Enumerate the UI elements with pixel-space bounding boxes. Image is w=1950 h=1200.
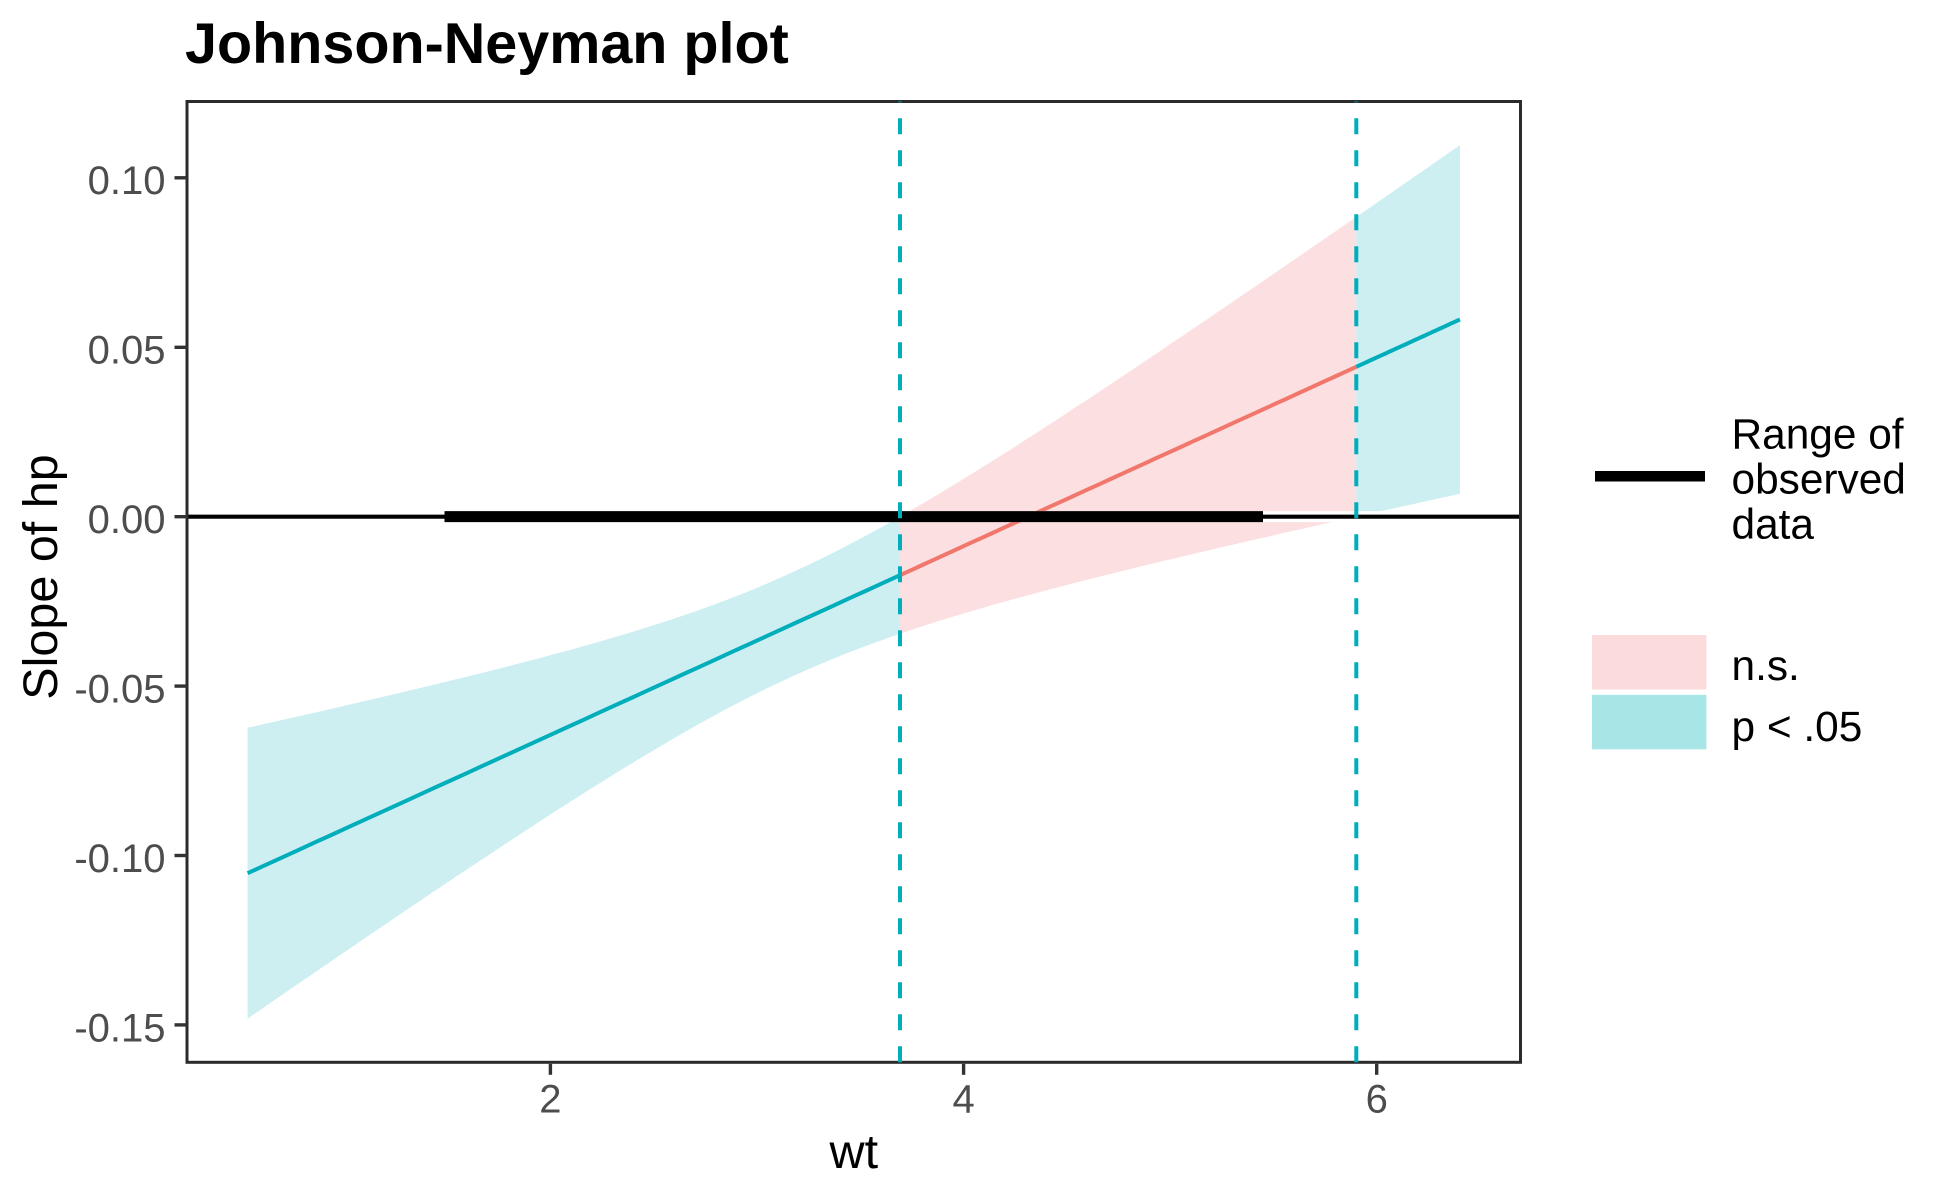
svg-text:Johnson-Neyman plot: Johnson-Neyman plot: [185, 12, 789, 76]
svg-text:observed: observed: [1732, 456, 1906, 503]
svg-text:-0.10: -0.10: [74, 837, 165, 881]
svg-text:data: data: [1732, 501, 1815, 548]
svg-text:Slope of hp: Slope of hp: [14, 454, 68, 699]
svg-text:wt: wt: [829, 1125, 879, 1179]
svg-text:2: 2: [539, 1078, 561, 1122]
svg-text:0.10: 0.10: [88, 159, 166, 203]
svg-text:6: 6: [1366, 1078, 1388, 1122]
svg-text:n.s.: n.s.: [1732, 642, 1800, 689]
svg-text:0.05: 0.05: [88, 329, 166, 373]
svg-text:0.00: 0.00: [88, 498, 166, 542]
svg-text:4: 4: [952, 1078, 974, 1122]
svg-text:-0.05: -0.05: [74, 668, 165, 712]
svg-text:-0.15: -0.15: [74, 1006, 165, 1050]
svg-text:p < .05: p < .05: [1732, 703, 1863, 750]
svg-text:Range of: Range of: [1732, 411, 1904, 458]
